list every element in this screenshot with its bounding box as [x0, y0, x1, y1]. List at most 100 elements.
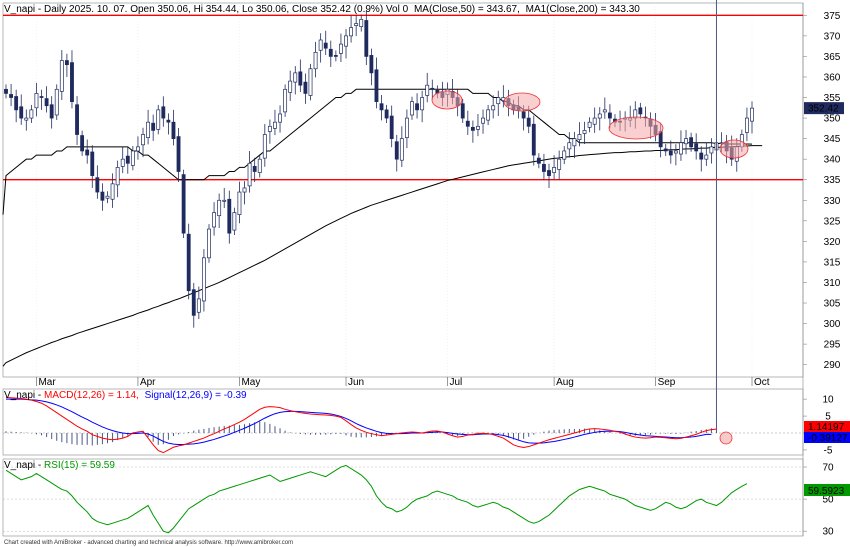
candle: [491, 95, 496, 119]
candle: [141, 127, 145, 158]
rsi-prefix: V_napi -: [4, 460, 44, 471]
bull-candle-body: [262, 134, 267, 159]
bear-candle-body: [171, 121, 176, 139]
bear-candle-body: [14, 96, 19, 111]
bear-candle-body: [75, 104, 79, 135]
candle: [29, 104, 34, 124]
candle: [638, 102, 643, 119]
candle: [136, 136, 140, 160]
candle: [531, 115, 536, 166]
candle: [344, 29, 348, 59]
price-tick-label: 350: [824, 114, 841, 125]
bear-candle-body: [694, 143, 699, 152]
bull-candle-body: [242, 187, 247, 193]
candle: [191, 282, 196, 328]
price-tick-label: 310: [824, 278, 841, 289]
bull-candle-body: [557, 158, 562, 170]
rsi-tick-label: 70: [822, 463, 834, 474]
candle: [323, 30, 328, 55]
candle: [181, 169, 186, 239]
rsi-line: [5, 464, 748, 534]
bear-candle-body: [4, 88, 8, 94]
candle: [470, 120, 475, 143]
candle: [242, 181, 247, 205]
bull-candle-body: [308, 68, 313, 96]
candle: [201, 249, 206, 312]
bull-candle-body: [572, 138, 577, 147]
candle: [85, 139, 90, 164]
candle: [19, 94, 24, 125]
bull-candle-body: [577, 134, 582, 141]
bull-candle-body: [136, 146, 140, 152]
bear-candle-body: [668, 150, 673, 156]
macd-tick-label: 10: [822, 395, 834, 406]
month-label: Jul: [450, 377, 463, 388]
candle: [293, 66, 298, 95]
bull-candle-body: [491, 105, 496, 111]
bear-candle-body: [536, 157, 541, 164]
bull-candle-body: [602, 109, 607, 113]
bear-candle-body: [100, 191, 105, 201]
bear-candle-body: [252, 166, 257, 172]
bear-candle-body: [44, 98, 49, 107]
ma200-title: MA1(Close,200) = 343.30: [526, 4, 641, 15]
candle: [105, 191, 110, 204]
bear-candle-body: [547, 170, 551, 176]
candle: [476, 113, 480, 137]
bull-candle-body: [34, 93, 39, 109]
candle: [120, 146, 125, 174]
annotation-ellipse: [719, 139, 749, 159]
candle: [684, 129, 688, 155]
bear-candle-body: [328, 48, 333, 57]
candle: [384, 104, 389, 124]
candle: [389, 105, 394, 148]
candle: [602, 97, 607, 119]
bear-candle-body: [465, 120, 470, 127]
ma50-title: MA(Close,50) = 343.67,: [414, 4, 520, 15]
candle: [9, 83, 13, 107]
candle: [110, 173, 115, 208]
candle: [577, 122, 582, 147]
candle: [430, 79, 435, 100]
price-tick-label: 365: [824, 52, 841, 63]
candle: [217, 193, 222, 229]
candle: [399, 126, 404, 167]
candle: [70, 50, 74, 109]
rsi-title: RSI(15) = 59.59: [44, 460, 115, 471]
candle: [557, 150, 562, 180]
candle: [222, 187, 227, 209]
macd-path: [5, 396, 717, 454]
bull-candle-body: [359, 19, 364, 27]
bull-candle-body: [684, 138, 688, 145]
candle: [313, 41, 318, 78]
annotation-ellipse: [431, 90, 463, 110]
bull-candle-body: [476, 125, 480, 130]
candle: [415, 93, 419, 119]
bull-candle-body: [399, 138, 404, 161]
candle: [689, 132, 694, 152]
price-tick-label: 355: [824, 93, 841, 104]
bull-candle-body: [410, 101, 414, 116]
candle: [24, 109, 29, 131]
price-tick-label: 345: [824, 134, 841, 145]
bear-candle-body: [176, 136, 181, 172]
candle: [90, 145, 95, 188]
candle: [425, 72, 430, 103]
candle: [196, 286, 201, 320]
candle: [328, 40, 333, 67]
macd-prefix: V_napi -: [4, 390, 44, 401]
candle: [303, 73, 308, 104]
candle: [14, 89, 19, 123]
bear-candle-body: [64, 60, 69, 65]
bear-candle-body: [384, 109, 389, 119]
rsi-path: [5, 464, 748, 534]
rsi-panel-title: V_napi - RSI(15) = 59.59: [4, 460, 115, 471]
bull-candle-body: [237, 191, 242, 216]
bear-candle-body: [389, 115, 394, 139]
bull-candle-body: [24, 117, 29, 121]
candle: [699, 146, 704, 172]
bear-candle-body: [298, 71, 303, 86]
candle: [151, 114, 156, 141]
candle: [694, 133, 699, 160]
bull-candle-body: [273, 121, 277, 129]
